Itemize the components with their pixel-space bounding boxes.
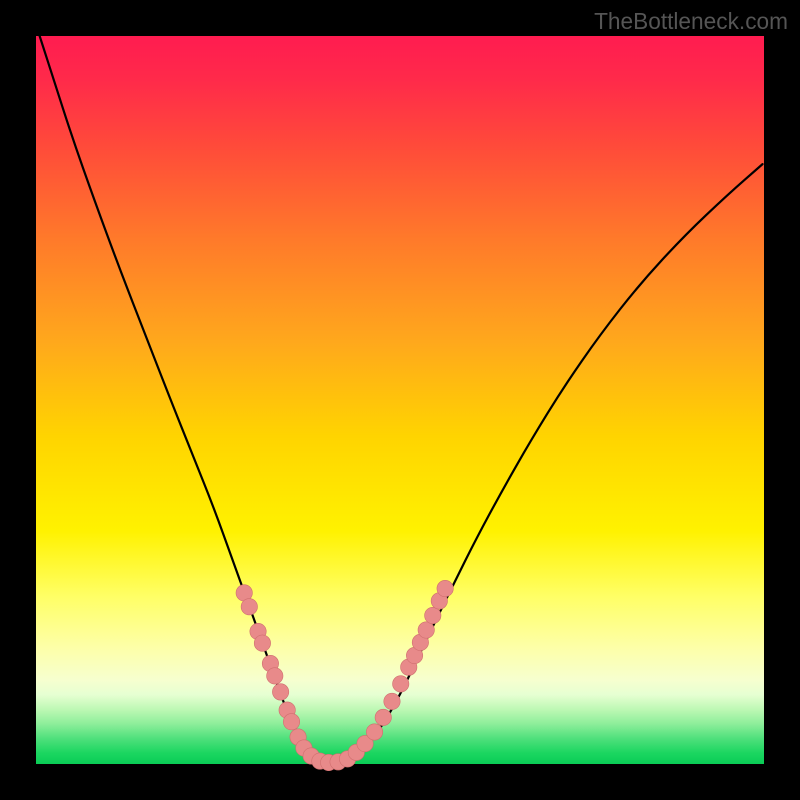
data-marker bbox=[375, 709, 391, 725]
curve-layer bbox=[36, 36, 764, 764]
bottleneck-curve-right bbox=[331, 164, 763, 762]
data-marker bbox=[393, 676, 409, 692]
data-marker bbox=[272, 684, 288, 700]
plot-area bbox=[36, 36, 764, 764]
data-marker bbox=[418, 622, 434, 638]
bottleneck-curve-left bbox=[40, 36, 331, 763]
data-marker bbox=[384, 693, 400, 709]
data-marker bbox=[254, 635, 270, 651]
data-marker bbox=[366, 724, 382, 740]
data-marker bbox=[283, 714, 299, 730]
data-marker bbox=[267, 668, 283, 684]
data-marker bbox=[241, 599, 257, 615]
chart-canvas: TheBottleneck.com bbox=[0, 0, 800, 800]
data-marker bbox=[437, 580, 453, 596]
data-marker bbox=[425, 607, 441, 623]
marker-group bbox=[236, 580, 453, 770]
watermark-text: TheBottleneck.com bbox=[594, 8, 788, 35]
